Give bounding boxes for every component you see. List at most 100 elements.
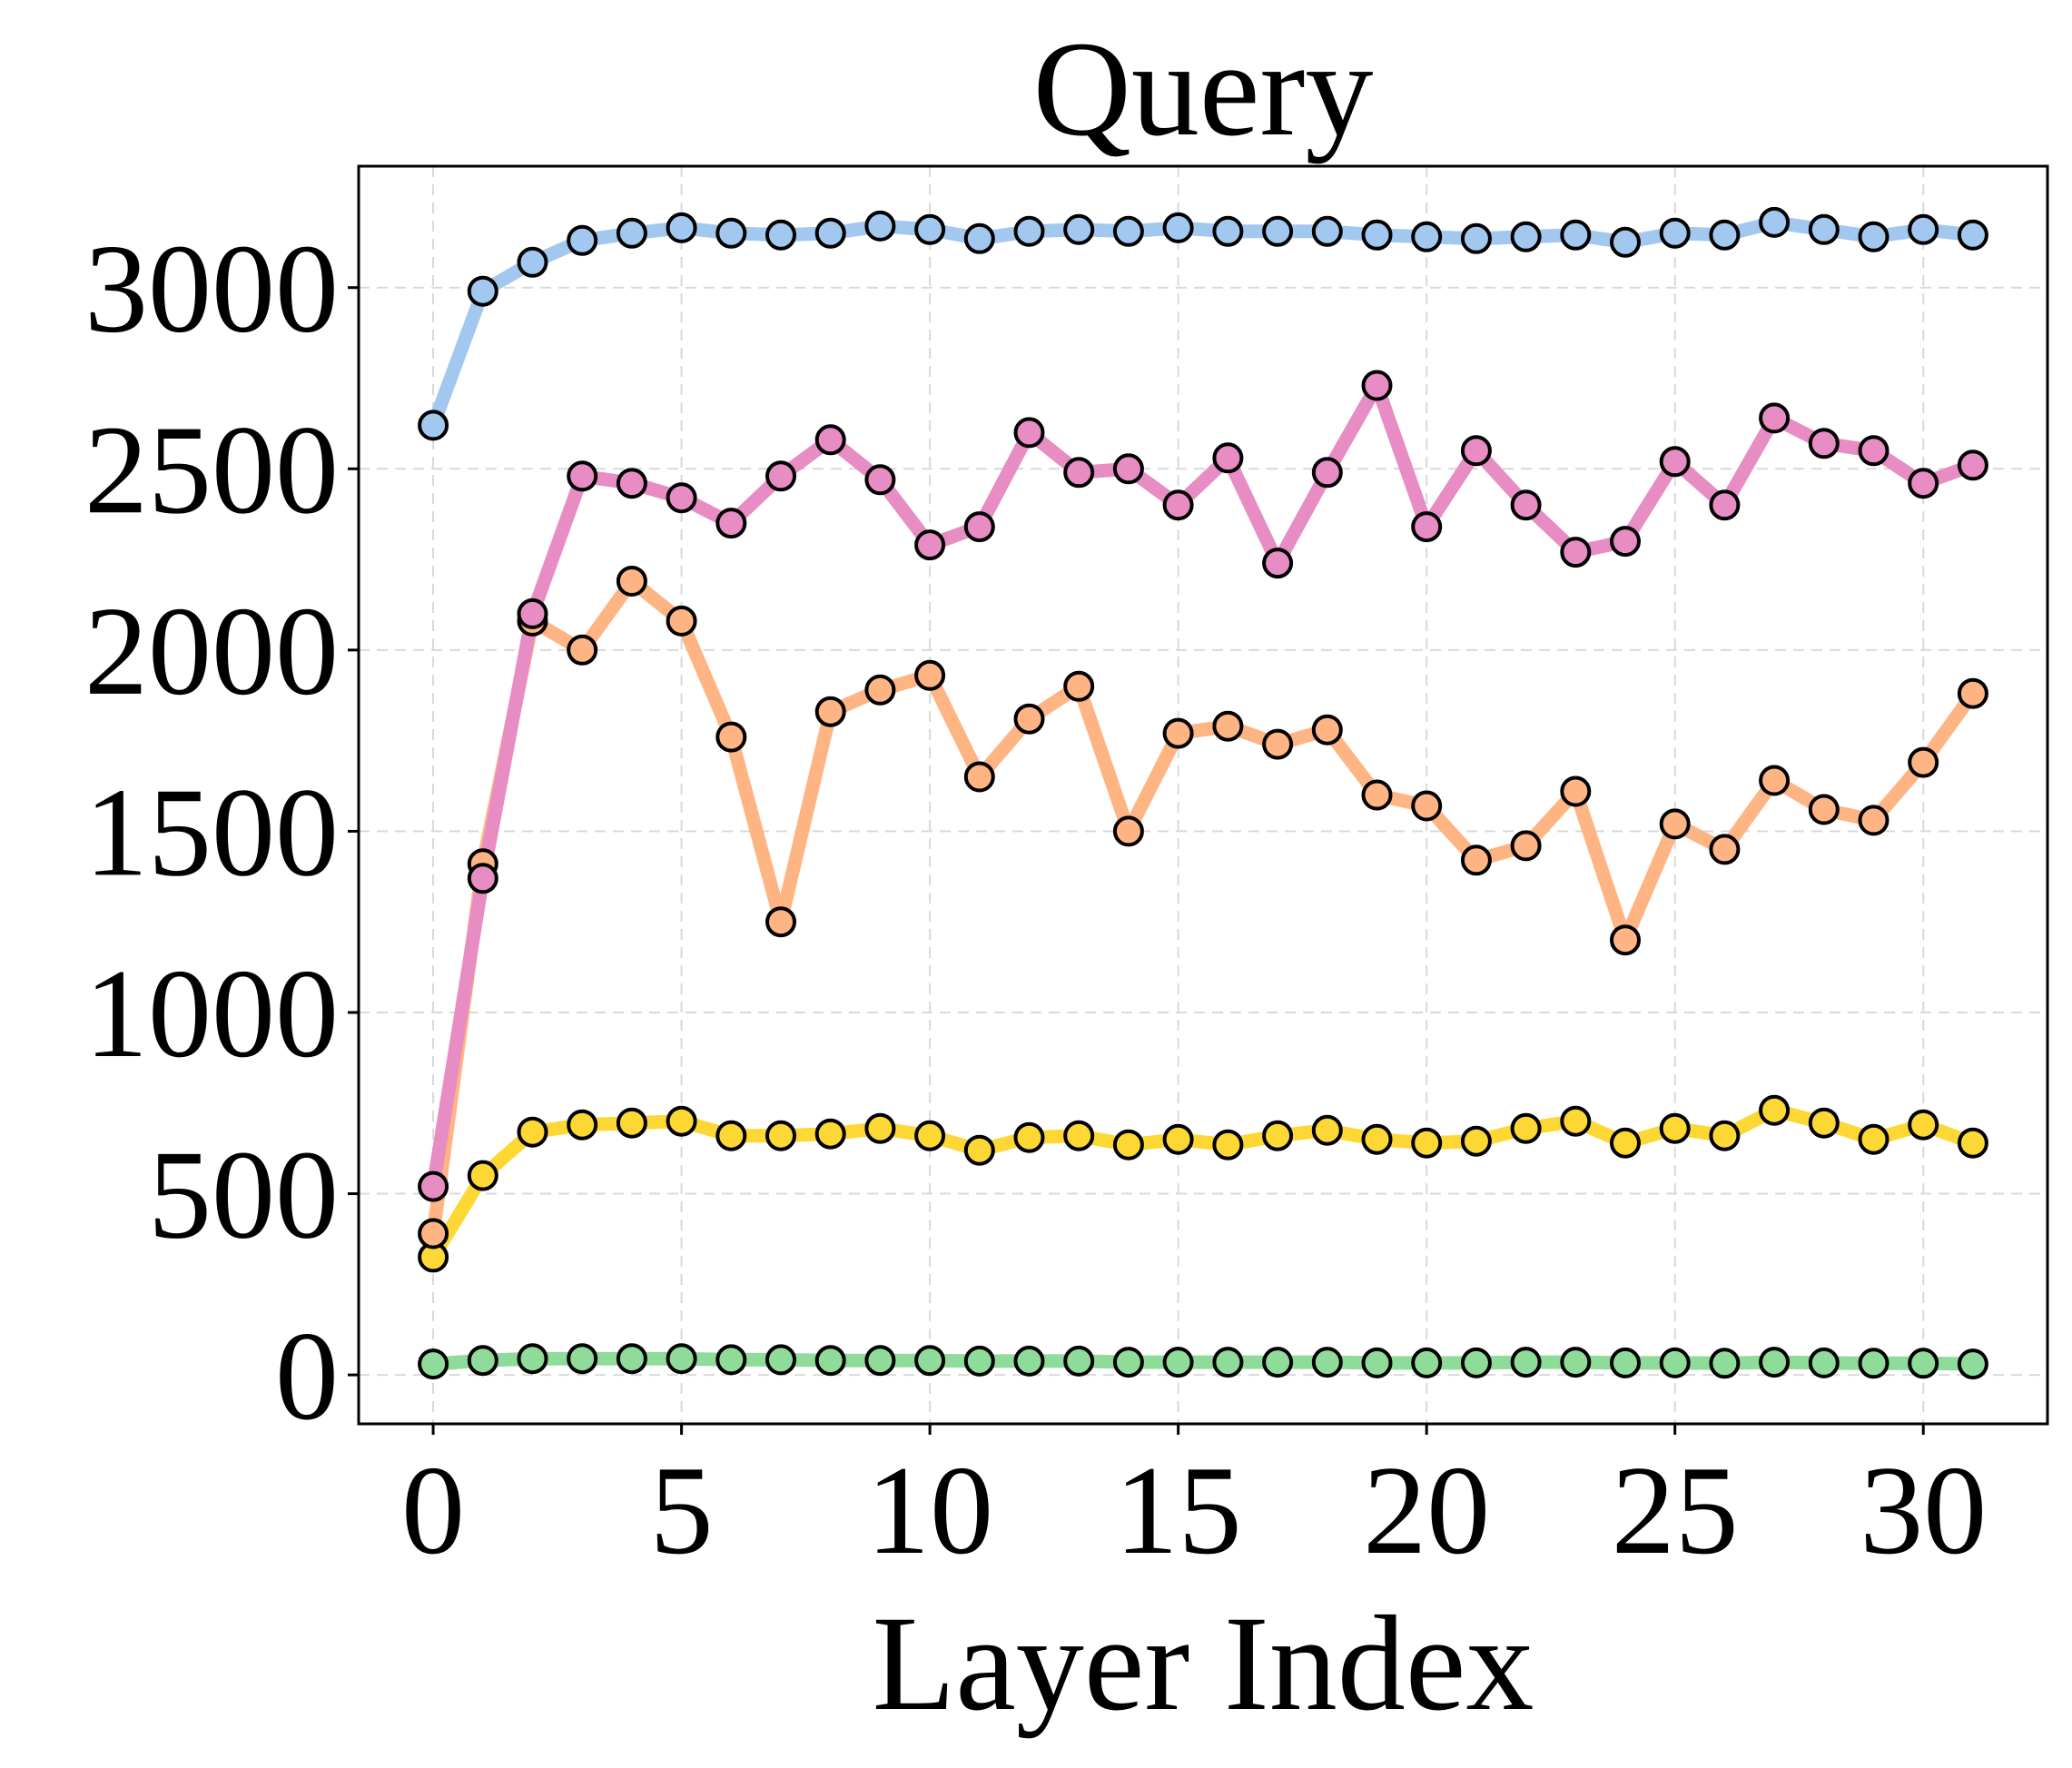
data-point [1063, 670, 1095, 702]
data-point [1610, 924, 1641, 956]
data-point [1908, 213, 1939, 245]
data-point [666, 1343, 697, 1375]
y-tick-label: 2000 [84, 581, 339, 722]
data-point [814, 1118, 846, 1150]
data-point [1808, 1107, 1840, 1139]
data-point [616, 566, 647, 597]
data-point [1162, 489, 1194, 521]
data-point [567, 224, 598, 256]
x-tick-label: 20 [1363, 1440, 1490, 1581]
data-point [1610, 526, 1641, 558]
data-point [1957, 219, 1988, 251]
data-point [1212, 1129, 1244, 1161]
data-point [1361, 1123, 1393, 1155]
data-point [1858, 1348, 1889, 1379]
data-point [765, 1120, 796, 1151]
series-lines [426, 215, 1980, 1371]
data-point [1013, 703, 1045, 735]
data-point [1908, 1109, 1939, 1141]
data-point [1262, 1120, 1294, 1151]
data-point [1659, 217, 1691, 249]
data-point [517, 246, 548, 278]
data-point [914, 1345, 946, 1377]
data-point [1610, 226, 1641, 258]
data-point [1610, 1127, 1641, 1159]
data-point [1560, 1347, 1592, 1378]
data-point [1808, 213, 1840, 245]
data-point [1311, 215, 1343, 247]
data-point [1162, 1123, 1194, 1155]
data-point [864, 1112, 896, 1144]
data-point [1212, 1347, 1244, 1378]
data-point [963, 1134, 995, 1166]
data-point [1510, 221, 1542, 252]
data-point [963, 1345, 995, 1377]
data-point [616, 217, 647, 249]
series-markers [418, 206, 1988, 1380]
data-point [1112, 815, 1144, 847]
data-point [1013, 215, 1045, 247]
data-point [864, 210, 896, 242]
data-point [963, 761, 995, 793]
data-point [567, 460, 598, 492]
data-point [1659, 446, 1691, 478]
data-point [1560, 1105, 1592, 1137]
data-point [914, 213, 946, 245]
data-point [1460, 1347, 1492, 1378]
data-point [1361, 370, 1393, 401]
data-point [1063, 213, 1095, 245]
data-point [1063, 1120, 1095, 1151]
data-point [864, 1345, 896, 1377]
y-tick-label: 2500 [84, 400, 339, 540]
data-point [616, 468, 647, 499]
data-point [1460, 222, 1492, 254]
data-point [1808, 1347, 1840, 1378]
series-line-3 [426, 1103, 1980, 1264]
data-point [1460, 844, 1492, 876]
data-point [1659, 1112, 1691, 1144]
chart-title: Query [1033, 14, 1374, 164]
data-point [1013, 1121, 1045, 1153]
x-tick-label: 30 [1860, 1440, 1987, 1581]
x-axis-title: Layer Index [873, 1588, 1534, 1739]
data-point [1112, 215, 1144, 247]
data-point [418, 1218, 449, 1249]
data-point [517, 598, 548, 629]
data-point [567, 1109, 598, 1141]
plot-frame [357, 164, 2049, 1426]
data-point [1709, 1348, 1741, 1379]
data-point [1957, 449, 1988, 481]
data-point [1262, 215, 1294, 247]
axis-ticks: 0 5 10 15 20 25 30 0 500 1000 1500 2000 2500 3000 [84, 219, 1987, 1581]
data-point [467, 1160, 498, 1191]
data-point [1013, 417, 1045, 449]
data-point [1759, 765, 1791, 796]
data-point [1759, 1347, 1791, 1378]
data-point [1908, 468, 1939, 499]
data-point [1510, 1112, 1542, 1144]
data-point [1759, 1094, 1791, 1126]
data-point [1460, 1125, 1492, 1157]
data-point [765, 1344, 796, 1376]
data-point [467, 1345, 498, 1377]
data-point [1808, 794, 1840, 825]
data-point [1908, 746, 1939, 778]
data-point [616, 1343, 647, 1375]
data-point [1858, 435, 1889, 467]
y-tick-label: 1500 [84, 762, 339, 903]
data-point [1759, 402, 1791, 434]
y-tick-label: 3000 [84, 219, 339, 360]
data-point [1262, 548, 1294, 579]
data-point [1112, 453, 1144, 485]
data-point [814, 1345, 846, 1377]
x-tick-label: 10 [866, 1440, 993, 1581]
data-point [1858, 221, 1889, 252]
data-point [1908, 1348, 1939, 1379]
data-point [1709, 834, 1741, 865]
data-point [1112, 1129, 1144, 1161]
data-point [1212, 442, 1244, 474]
data-point [1411, 1127, 1443, 1159]
x-tick-label: 15 [1115, 1440, 1242, 1581]
data-point [715, 508, 747, 539]
